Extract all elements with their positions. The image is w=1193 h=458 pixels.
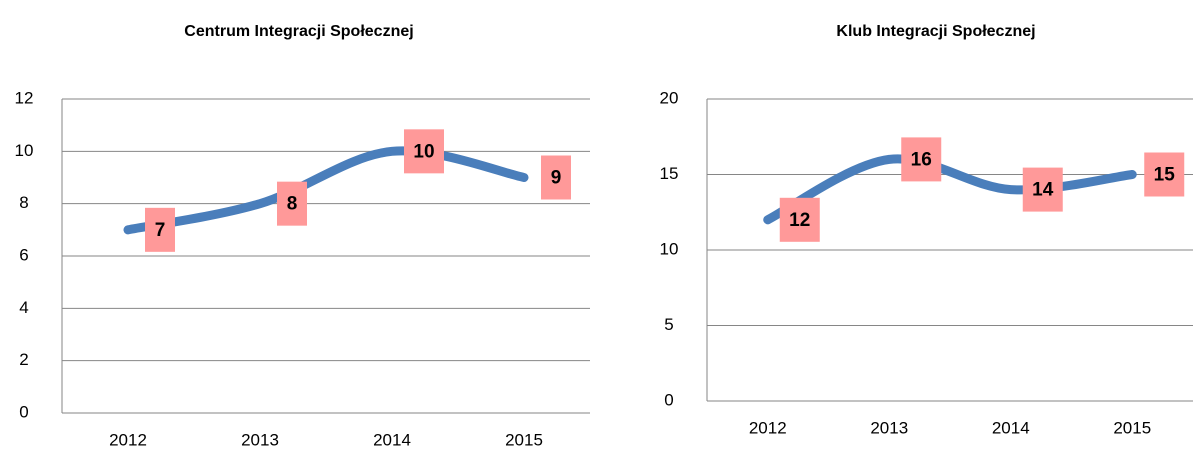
data-label-box bbox=[145, 207, 175, 252]
y-tick-label: 12 bbox=[15, 88, 34, 107]
y-tick-label: 10 bbox=[660, 239, 679, 258]
data-label-box bbox=[541, 155, 571, 200]
chart-title: Centrum Integracji Społecznej bbox=[184, 23, 413, 40]
data-label: 15 bbox=[1154, 165, 1176, 186]
data-label-box bbox=[404, 129, 444, 174]
x-tick-label: 2013 bbox=[870, 418, 908, 437]
x-tick-label: 2013 bbox=[241, 430, 279, 449]
data-label: 8 bbox=[287, 194, 298, 215]
x-tick-label: 2015 bbox=[1113, 418, 1151, 437]
series-line bbox=[123, 146, 529, 235]
chart: Klub Integracji Społecznej 0 5 10 15 20 2012 20… bbox=[660, 23, 1193, 437]
y-tick-label: 2 bbox=[19, 350, 28, 369]
y-tick-label: 10 bbox=[15, 141, 34, 160]
y-tick-label: 5 bbox=[664, 315, 673, 334]
chart: Centrum Integracji Społecznej 0 2 4 6 8 10 12 20… bbox=[15, 23, 590, 449]
data-label-box bbox=[779, 197, 820, 242]
data-label-box bbox=[1022, 167, 1063, 212]
data-label: 12 bbox=[789, 210, 810, 231]
y-tick-label: 20 bbox=[660, 88, 679, 107]
chart-title: Klub Integracji Społecznej bbox=[836, 23, 1035, 40]
y-tick-label: 0 bbox=[664, 390, 673, 409]
data-label: 7 bbox=[155, 220, 166, 241]
x-tick-label: 2012 bbox=[749, 418, 787, 437]
y-tick-label: 4 bbox=[19, 298, 28, 317]
y-tick-label: 8 bbox=[19, 193, 28, 212]
y-tick-label: 15 bbox=[660, 164, 679, 183]
x-tick-label: 2014 bbox=[992, 418, 1030, 437]
data-label: 16 bbox=[911, 149, 932, 170]
x-tick-label: 2012 bbox=[109, 430, 147, 449]
y-tick-label: 6 bbox=[19, 245, 28, 264]
data-label: 9 bbox=[551, 168, 562, 189]
series-line bbox=[763, 154, 1137, 225]
data-label-box bbox=[1144, 152, 1185, 197]
x-tick-label: 2014 bbox=[373, 430, 411, 449]
y-tick-label: 0 bbox=[19, 402, 28, 421]
data-label: 14 bbox=[1032, 180, 1054, 201]
x-tick-label: 2015 bbox=[505, 430, 543, 449]
data-label-box bbox=[277, 181, 307, 226]
data-label-box bbox=[901, 137, 942, 182]
data-label: 10 bbox=[413, 141, 434, 162]
